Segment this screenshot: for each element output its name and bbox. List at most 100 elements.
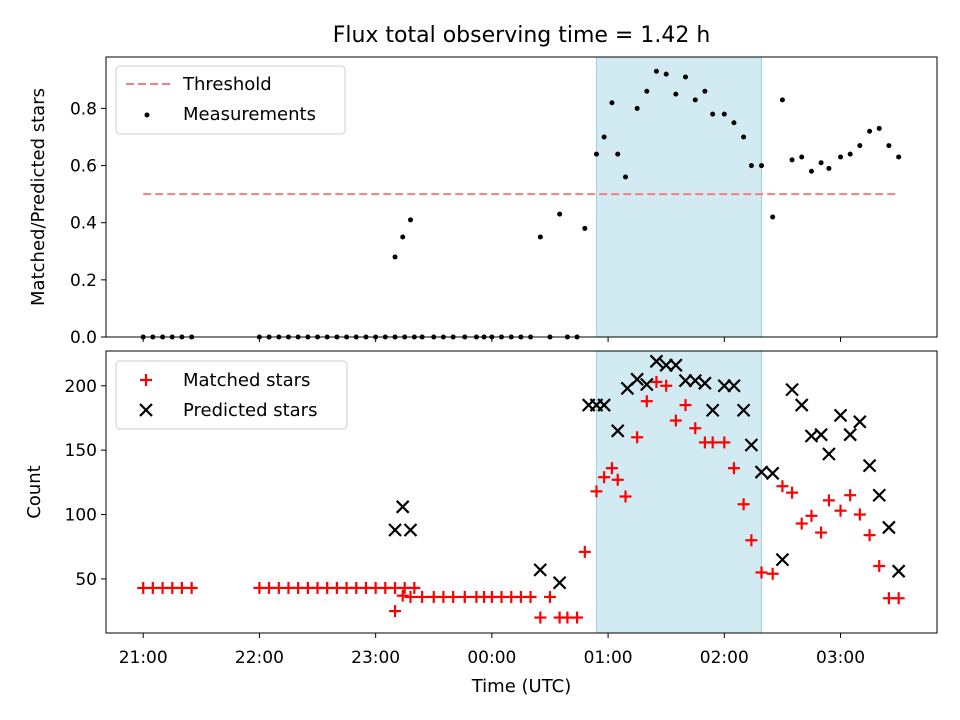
predicted-star-point (533, 563, 547, 577)
measurement-point (392, 254, 398, 260)
measurement-point (799, 154, 805, 160)
matched-star-point (408, 581, 421, 594)
predicted-star-point (882, 520, 896, 535)
matched-star-point (447, 590, 460, 603)
predicted-star-point (552, 576, 567, 590)
predicted-star-point (388, 523, 402, 537)
measurement-point (653, 68, 659, 74)
measurement-point (896, 154, 902, 160)
predicted-star-point (395, 500, 410, 514)
predicted-star-point (736, 403, 751, 418)
matched-star-point (853, 508, 866, 521)
predicted-star-point (765, 466, 780, 481)
matched-star-point (873, 560, 886, 573)
measurement-point (731, 120, 737, 126)
legend-measurements-label: Measurements (183, 104, 316, 125)
matched-star-point (631, 431, 644, 444)
matched-star-point (524, 590, 537, 603)
measurement-point (623, 174, 629, 180)
matched-star-point (571, 611, 584, 624)
matched-star-point (766, 567, 779, 580)
matched-star-point (834, 504, 847, 517)
predicted-star-point (403, 523, 418, 537)
x-axis-ticks-top (142, 337, 842, 342)
predicted-star-point (678, 373, 693, 388)
matched-star-point (396, 589, 409, 602)
matched-star-point (815, 526, 828, 539)
predicted-star-point (717, 378, 732, 393)
predicted-star-point (822, 447, 836, 461)
y-axis-label-bottom: Count (24, 465, 45, 518)
predicted-star-point (705, 403, 720, 418)
matched-star-point (737, 498, 750, 511)
measurement-point (634, 105, 640, 111)
measurement-point (400, 234, 406, 240)
measurement-point (593, 151, 599, 157)
measurement-point (808, 168, 814, 174)
predicted-star-point (814, 427, 828, 442)
axes-frame-top (105, 56, 938, 338)
measurement-point (682, 74, 688, 80)
measurement-point (759, 163, 765, 169)
legend-top: Threshold Measurements (115, 65, 346, 135)
predicted-star-point (659, 358, 673, 372)
legend-bottom: Matched stars Predicted stars (115, 360, 348, 430)
matched-star-point (822, 494, 835, 507)
predicted-star-point (630, 372, 644, 387)
predicted-star-point (727, 378, 741, 393)
y-tick-label: 200 (65, 377, 97, 397)
x-axis-label: Time (UTC) (471, 676, 572, 697)
legend-threshold-label: Threshold (182, 74, 272, 95)
matched-star-point (755, 566, 768, 579)
matched-star-point (543, 590, 556, 603)
y-axis-ticks-bottom: 50 100 150 200 (65, 377, 106, 590)
measurement-point (663, 71, 669, 77)
predicted-star-point (833, 408, 848, 423)
x-tick-label: 21:00 (119, 648, 168, 668)
y-axis-ticks-top: 0.0 0.2 0.4 0.6 0.8 (70, 99, 106, 348)
measurement-point (847, 151, 853, 157)
x-tick-label: 03:00 (816, 648, 865, 668)
measurement-point (710, 111, 716, 117)
matched-star-point (745, 534, 758, 547)
y-tick-label: 0.0 (70, 328, 97, 348)
measurement-point (615, 151, 621, 157)
predicted-star-point (597, 398, 611, 412)
matched-star-point (844, 489, 857, 502)
predicted-star-point (754, 465, 769, 479)
axes-frame-bottom (105, 350, 938, 634)
predicted-star-point (843, 427, 857, 442)
measurement-point (857, 143, 863, 149)
legend-measurements-swatch (144, 112, 150, 118)
predicted-star-point (785, 382, 799, 397)
predicted-star-point (698, 376, 712, 390)
predicted-star-point (853, 415, 867, 429)
matched-star-point (590, 485, 603, 498)
measurement-point (779, 97, 785, 103)
matched-star-point (805, 509, 818, 522)
chart-title: Flux total observing time = 1.42 h (333, 23, 711, 48)
predicted-star-point (794, 398, 809, 412)
matched-star-point (650, 375, 663, 388)
y-tick-label: 100 (65, 506, 97, 526)
matched-star-point (786, 486, 799, 499)
measurement-point (886, 143, 892, 149)
matched-star-point (404, 590, 417, 603)
x-axis-ticks-bottom: 21:00 22:00 23:00 00:00 01:00 02:00 03:00 (119, 633, 865, 668)
y-axis-label-top: Matched/Predicted stars (28, 88, 49, 306)
legend-predicted-swatch (139, 403, 153, 417)
measurement-point (748, 163, 754, 169)
measurement-point (826, 165, 832, 171)
x-tick-label: 00:00 (467, 648, 516, 668)
y-tick-label: 150 (65, 441, 97, 461)
matched-star-point (611, 473, 624, 486)
predicted-star-point (669, 358, 683, 372)
measurement-point (557, 211, 563, 217)
matched-star-point (706, 436, 719, 449)
matched-star-point (660, 379, 673, 392)
measurement-point (582, 225, 588, 231)
matched-star-point (640, 395, 653, 408)
matched-star-point (863, 529, 876, 542)
matched-star-point (679, 399, 692, 412)
matched-star-point (776, 480, 789, 493)
